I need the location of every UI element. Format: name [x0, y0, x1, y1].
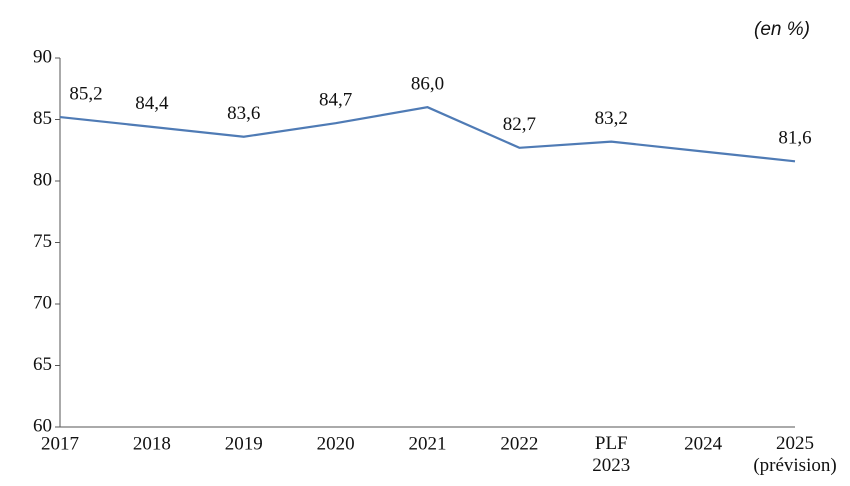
x-tick-label: 2021 — [409, 433, 447, 454]
x-tick-label: PLF 2023 — [592, 433, 630, 476]
data-line — [59, 106, 796, 163]
y-tick-label: 60 — [33, 415, 52, 436]
data-label: 83,2 — [595, 108, 628, 129]
x-tick-label: 2020 — [317, 433, 355, 454]
x-tick-label: 2025 (prévision) — [753, 433, 836, 476]
y-tick-label: 90 — [33, 46, 52, 67]
data-label: 82,7 — [503, 114, 536, 135]
data-label: 84,4 — [135, 93, 169, 114]
unit-annotation: (en %) — [754, 19, 810, 40]
data-label: 84,7 — [319, 90, 352, 111]
data-label: 86,0 — [411, 74, 444, 95]
x-tick-label: 2018 — [133, 433, 171, 454]
y-tick-label: 70 — [33, 292, 52, 313]
x-tick-label: 2019 — [225, 433, 263, 454]
y-tick-label: 65 — [33, 354, 52, 375]
x-tick-label: 2024 — [684, 433, 723, 454]
y-tick-label: 75 — [33, 231, 52, 252]
data-label: 85,2 — [69, 83, 102, 104]
y-tick-label: 80 — [33, 169, 52, 190]
data-label: 81,6 — [778, 128, 811, 149]
x-tick-label: 2017 — [41, 433, 79, 454]
x-tick-label: 2022 — [500, 433, 538, 454]
y-tick-label: 85 — [33, 108, 52, 129]
data-label: 83,6 — [227, 103, 260, 124]
